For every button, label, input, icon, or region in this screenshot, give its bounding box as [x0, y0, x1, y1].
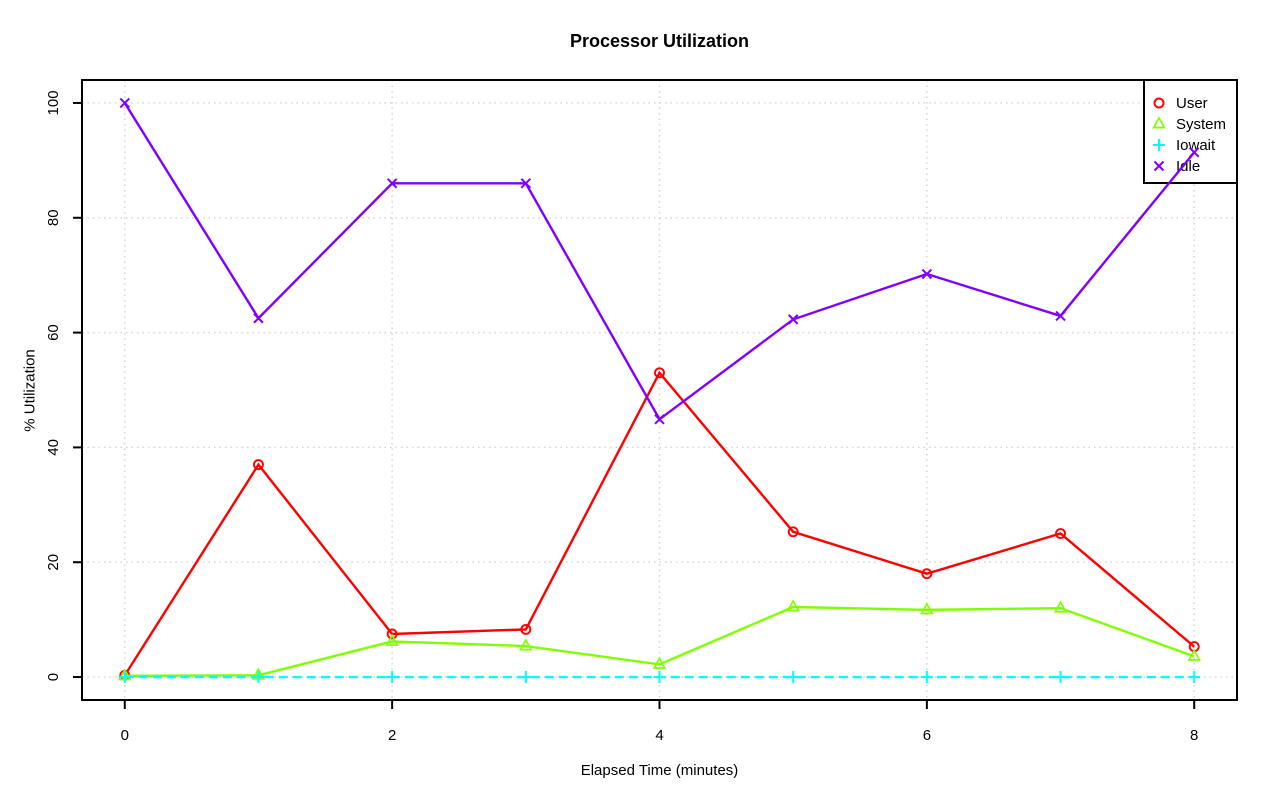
y-tick-label: 100	[45, 90, 62, 115]
plus-icon	[118, 671, 131, 684]
plus-icon	[252, 671, 265, 684]
x-icon	[787, 314, 799, 325]
y-tick-label: 80	[45, 209, 62, 226]
y-tick-label: 20	[45, 554, 62, 571]
series-line	[123, 370, 1195, 676]
circle-icon	[787, 526, 799, 538]
plus-icon	[787, 671, 800, 684]
plus-icon	[1188, 671, 1201, 684]
triangle-icon	[385, 633, 399, 646]
legend-label: Iowait	[1176, 137, 1216, 154]
plus-icon	[519, 671, 532, 684]
series-line	[124, 605, 1195, 678]
plus-icon	[920, 671, 933, 684]
x-icon	[1189, 147, 1200, 158]
circle-icon	[921, 568, 933, 580]
circle-icon	[654, 367, 665, 379]
x-icon	[253, 313, 264, 324]
x-tick-label: 4	[655, 727, 663, 744]
series-iowait	[118, 671, 1201, 684]
circle-icon	[520, 623, 532, 635]
plus-icon	[653, 671, 666, 684]
chart-title: Processor Utilization	[569, 31, 750, 51]
series-system	[118, 599, 1201, 681]
legend-label: Idle	[1176, 158, 1200, 175]
x-icon	[921, 268, 933, 280]
x-icon	[386, 178, 398, 189]
y-tick-label: 40	[45, 439, 62, 456]
series-user	[119, 367, 1200, 681]
x-axis-title: Elapsed Time (minutes)	[580, 762, 739, 779]
x-icon	[654, 414, 665, 425]
x-icon	[119, 97, 130, 109]
circle-icon	[1153, 97, 1165, 109]
triangle-icon	[920, 602, 934, 615]
x-icon	[1153, 160, 1165, 172]
circle-icon	[1055, 528, 1066, 539]
triangle-icon	[1053, 600, 1068, 613]
legend: User System Iowait Idle	[1143, 79, 1238, 184]
circle-icon	[386, 628, 398, 640]
plus-icon	[1153, 139, 1165, 151]
legend-label: User	[1176, 95, 1208, 112]
plus-icon	[1054, 671, 1067, 684]
y-tick-label: 0	[45, 673, 62, 681]
triangle-icon	[519, 638, 533, 651]
triangle-icon	[786, 599, 800, 612]
legend-label: System	[1176, 116, 1226, 133]
circle-icon	[253, 459, 264, 471]
plus-icon	[386, 671, 399, 684]
x-icon	[520, 178, 532, 189]
x-tick-label: 2	[388, 727, 396, 744]
x-tick-label: 0	[121, 727, 129, 744]
triangle-icon	[652, 656, 667, 669]
triangle-icon	[1187, 648, 1201, 661]
y-tick-label: 60	[45, 324, 62, 341]
x-icon	[1055, 310, 1066, 322]
series-idle	[119, 97, 1200, 425]
x-tick-label: 8	[1190, 727, 1198, 744]
triangle-icon	[1152, 116, 1166, 129]
x-tick-label: 6	[923, 727, 931, 744]
